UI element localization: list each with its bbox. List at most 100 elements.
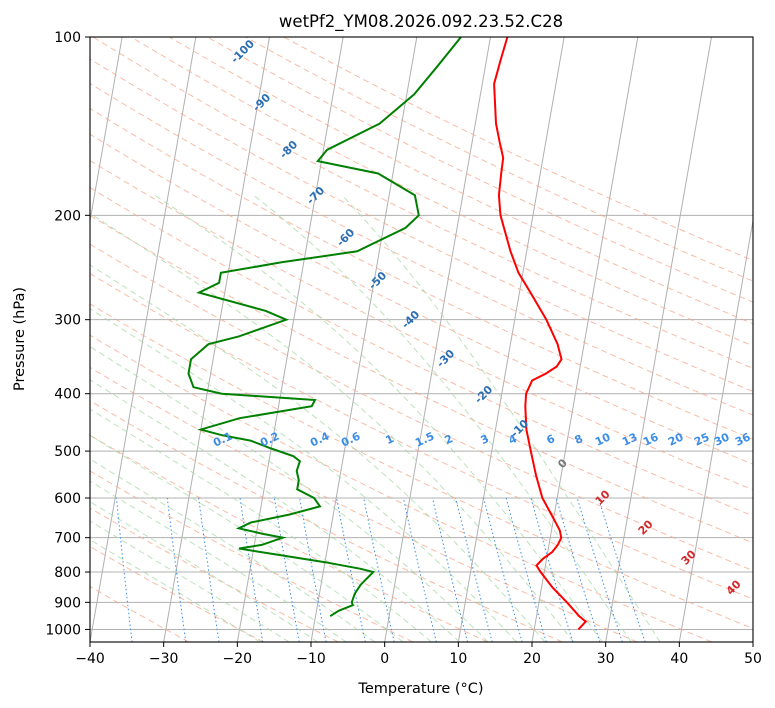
chart-title: wetPf2_YM08.2026.092.23.52.C28 — [279, 12, 563, 32]
dry-adiabat-label: -70 — [304, 184, 327, 207]
dry-adiabat-line — [90, 58, 753, 393]
mixing-ratio-line — [402, 497, 437, 642]
dry-adiabat-label: -30 — [434, 347, 457, 370]
x-axis-label: Temperature (°C) — [357, 681, 483, 697]
mixing-ratio-label: 0.2 — [258, 430, 281, 450]
y-tick-label: 1000 — [45, 622, 81, 638]
mixing-ratio-label: 13 — [620, 430, 639, 448]
moist-adiabat-label: 20 — [636, 517, 656, 537]
dry-adiabat-line — [207, 37, 753, 303]
mixing-ratio-line — [555, 497, 601, 642]
y-tick-label: 300 — [54, 313, 81, 329]
y-tick-label: 900 — [54, 595, 81, 611]
dry-adiabat-label: -80 — [277, 138, 300, 161]
sounding-traces — [187, 37, 588, 631]
isotherm-line — [678, 217, 753, 642]
isotherm-line — [752, 639, 753, 642]
moist-adiabat-label: 40 — [724, 577, 744, 597]
mixing-ratio-label: 16 — [641, 430, 661, 448]
moist-adiabat-line — [90, 539, 261, 642]
y-tick-label: 800 — [54, 565, 81, 581]
y-tick-label: 500 — [54, 444, 81, 460]
dry-adiabat-line — [92, 37, 753, 369]
moist-adiabat-label: 30 — [679, 547, 699, 567]
moist-adiabat-line — [90, 308, 517, 642]
x-tick-label: 40 — [670, 651, 688, 667]
dry-adiabat-lines — [90, 37, 753, 642]
dry-adiabat-line — [90, 366, 638, 642]
mixing-ratio-line — [239, 497, 264, 642]
mixing-ratio-line — [505, 497, 547, 642]
x-tick-label: 50 — [744, 651, 762, 667]
mixing-ratio-line — [597, 497, 646, 642]
mixing-ratio-line — [483, 497, 523, 642]
x-tick-label: −40 — [75, 651, 105, 667]
x-tick-label: −10 — [296, 651, 326, 667]
y-tick-label: 400 — [54, 387, 81, 403]
x-tick-label: 30 — [597, 651, 615, 667]
mixing-ratio-label: 0.4 — [308, 429, 331, 449]
pressure-gridlines — [90, 37, 753, 630]
isotherm-line — [90, 37, 197, 642]
dry-adiabat-label: -20 — [472, 383, 495, 406]
isotherm-line — [457, 37, 565, 642]
mixing-ratio-label: 36 — [733, 430, 753, 448]
dry-adiabat-label: -60 — [334, 226, 357, 249]
dry-adiabat-line — [90, 243, 753, 572]
mixing-ratio-label: 20 — [666, 430, 686, 448]
mixing-ratio-label: 30 — [712, 430, 732, 448]
mixing-ratio-lines — [115, 497, 646, 642]
isotherm-line — [163, 37, 270, 642]
mixing-ratio-line — [576, 497, 623, 642]
moist-adiabat-line — [253, 194, 632, 642]
dry-adiabat-line — [90, 507, 339, 642]
mixing-ratio-line — [198, 497, 220, 642]
x-tick-label: −30 — [149, 651, 179, 667]
mixing-ratio-line — [166, 497, 187, 642]
temperature-trace — [493, 37, 588, 631]
mixing-ratio-label: 1 — [384, 432, 396, 447]
isotherm-line — [90, 37, 123, 224]
dry-adiabat-line — [90, 82, 753, 416]
x-axis: −40 −30 −20 −10 0 10 20 30 40 50 — [75, 642, 762, 667]
dry-adiabat-line — [90, 303, 753, 630]
y-axis: 100 200 300 400 500 600 700 800 900 1000 — [45, 30, 90, 638]
mixing-ratio-line — [455, 497, 493, 642]
moist-adiabat-line — [90, 434, 404, 642]
y-tick-label: 200 — [54, 208, 81, 224]
moist-adiabat-line — [341, 194, 661, 642]
y-tick-label: 700 — [54, 531, 81, 547]
dry-adiabat-line — [168, 37, 753, 325]
isotherm-line — [236, 37, 344, 642]
dry-adiabat-line — [90, 400, 563, 642]
isotherm-line — [605, 37, 712, 642]
y-tick-label: 100 — [54, 30, 81, 46]
mixing-ratio-line — [363, 497, 395, 642]
plot-frame — [89, 36, 754, 643]
mixing-ratio-line — [530, 497, 574, 642]
dry-adiabat-line — [90, 159, 753, 491]
isotherm-line — [531, 37, 639, 642]
isotherm-lines — [90, 37, 753, 642]
mixing-ratio-label: 25 — [692, 430, 711, 448]
y-axis-label: Pressure (hPa) — [12, 287, 28, 391]
moist-adiabat-line — [90, 520, 290, 642]
dry-adiabat-line — [283, 37, 753, 262]
y-tick-label: 600 — [54, 491, 81, 507]
mixing-ratio-label: 6 — [545, 432, 558, 447]
mixing-ratio-label: 10 — [593, 430, 613, 448]
mixing-ratio-label: 0.6 — [339, 429, 362, 449]
isotherm-line — [384, 37, 491, 642]
mixing-ratio-line — [273, 497, 300, 642]
moist-adiabat-label: 10 — [593, 487, 613, 507]
x-tick-label: 10 — [449, 651, 467, 667]
dry-adiabat-line — [90, 133, 753, 465]
moist-adiabat-line — [90, 480, 347, 642]
x-tick-label: 20 — [523, 651, 541, 667]
dry-adiabat-line — [90, 214, 753, 544]
moist-adiabat-label: 0 — [555, 456, 570, 471]
mixing-ratio-label: 1.5 — [413, 430, 436, 450]
dry-adiabat-line — [90, 470, 414, 642]
x-tick-label: 0 — [380, 651, 389, 667]
